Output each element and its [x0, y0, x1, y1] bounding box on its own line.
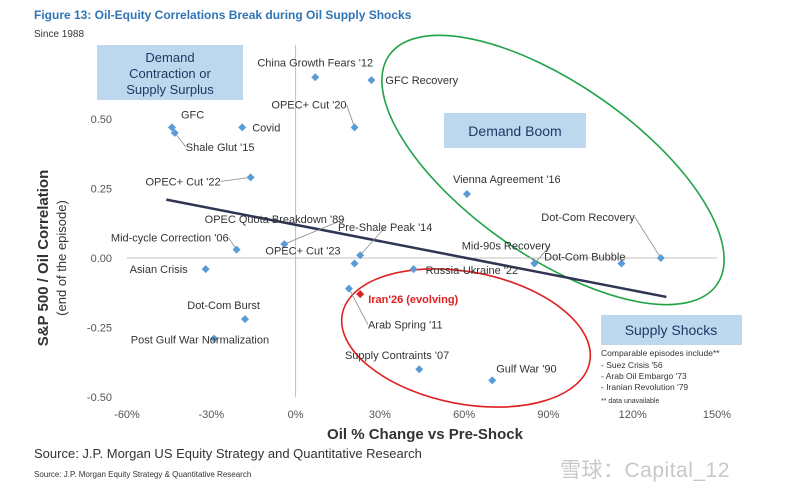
source-note-small: Source: J.P. Morgan Equity Strategy & Qu…	[34, 470, 252, 479]
label-leader-line	[284, 218, 345, 245]
comparable-item: - Suez Crisis '56	[601, 360, 663, 370]
label-leader-line	[174, 132, 187, 148]
comparable-note: ** data unavailable	[601, 398, 659, 405]
trend-line	[166, 198, 667, 299]
demand-boom-box	[444, 113, 586, 148]
x-tick-label: -60%	[114, 409, 140, 421]
y-axis-subtitle: (end of the episode)	[54, 200, 69, 316]
data-point-label: Gulf War '90	[496, 363, 556, 375]
data-point-marker	[167, 123, 176, 132]
data-point-label: Shale Glut '15	[186, 142, 255, 154]
data-point-marker	[238, 123, 247, 132]
data-point-marker	[246, 173, 255, 182]
data-point-label: Pre-Shale Peak '14	[338, 222, 432, 234]
demand-boom-ellipse	[381, 34, 725, 306]
supply-shocks-ellipse	[340, 268, 592, 408]
data-point-marker	[344, 284, 353, 293]
x-tick-label: 120%	[619, 409, 647, 421]
y-tick-label: 0.25	[91, 184, 112, 196]
data-point-marker	[201, 265, 210, 274]
demand-contraction-label: Demand	[145, 50, 194, 65]
demand-contraction-box	[97, 45, 243, 100]
y-tick-label: 0.50	[91, 114, 112, 126]
data-point-marker	[367, 76, 376, 85]
data-point-label: Iran'26 (evolving)	[368, 294, 458, 306]
x-tick-label: 90%	[537, 409, 559, 421]
data-point-marker	[311, 73, 320, 82]
comparable-title: Comparable episodes include**	[601, 348, 720, 358]
watermark: 雪球：Capital_12	[560, 459, 730, 482]
source-note: Source: J.P. Morgan US Equity Strategy a…	[34, 446, 422, 461]
data-point-label: OPEC Quota Breakdown '89	[205, 214, 345, 226]
data-point-marker	[488, 376, 497, 385]
data-point-marker	[232, 245, 241, 254]
x-tick-label: 150%	[703, 409, 731, 421]
y-axis-title: S&P 500 / Oil Correlation	[35, 170, 52, 346]
data-point-label: Asian Crisis	[130, 264, 189, 276]
label-leader-line	[534, 245, 551, 264]
label-leader-line	[348, 288, 369, 325]
data-point-label: GFC	[181, 109, 204, 121]
data-point-label: Mid-90s Recovery	[462, 241, 551, 253]
data-point-label: OPEC+ Cut '20	[271, 99, 346, 111]
data-point-marker	[530, 259, 539, 268]
data-point-label: China Growth Fears '12	[257, 57, 373, 69]
data-point-label: Dot-Com Burst	[187, 300, 260, 312]
data-point-marker	[241, 315, 249, 324]
demand-boom-label: Demand Boom	[468, 123, 561, 139]
data-point-marker	[210, 334, 219, 343]
demand-contraction-label: Supply Surplus	[126, 82, 214, 97]
demand-contraction-label: Contraction or	[129, 66, 211, 81]
data-point-label: Covid	[252, 122, 280, 134]
highlight-marker	[356, 290, 365, 299]
y-tick-label: -0.25	[87, 323, 112, 335]
y-tick-label: -0.50	[87, 392, 112, 404]
y-tick-label: 0.00	[91, 253, 112, 265]
data-point-label: Post Gulf War Normalization	[131, 335, 269, 347]
data-point-label: Mid-cycle Correction '06	[111, 233, 229, 245]
data-point-label: Supply Contraints '07	[345, 350, 449, 362]
x-tick-label: 30%	[369, 409, 391, 421]
data-point-label: Russia-Ukraine '22	[426, 265, 519, 277]
data-point-marker	[656, 254, 665, 262]
label-leader-line	[346, 104, 355, 128]
data-point-marker	[356, 251, 365, 260]
x-tick-label: 0%	[288, 409, 304, 421]
x-tick-label: -30%	[198, 409, 224, 421]
data-point-label: Arab Spring '11	[368, 320, 443, 332]
data-point-marker	[617, 259, 626, 268]
supply-shocks-label: Supply Shocks	[625, 322, 718, 338]
x-tick-label: 60%	[453, 409, 475, 421]
data-point-marker	[409, 265, 418, 274]
label-leader-line	[634, 216, 662, 259]
label-leader-line	[359, 226, 386, 256]
data-point-label: Dot-Com Recovery	[541, 212, 635, 224]
figure-subtitle: Since 1988	[34, 29, 85, 40]
data-point-label: OPEC+ Cut '22	[145, 176, 220, 188]
data-point-marker	[415, 365, 424, 374]
label-leader-line	[220, 176, 251, 182]
data-point-label: Dot-Com Bubble	[544, 252, 625, 264]
comparable-item: - Iranian Revolution '79	[601, 382, 688, 392]
data-point-marker	[350, 259, 359, 268]
data-point-label: OPEC+ Cut '23	[265, 246, 340, 258]
data-point-marker	[350, 123, 359, 132]
figure-title: Figure 13: Oil-Equity Correlations Break…	[34, 8, 412, 22]
data-point-marker	[280, 240, 289, 249]
data-point-label: GFC Recovery	[385, 75, 458, 87]
x-axis-title: Oil % Change vs Pre-Shock	[327, 426, 524, 443]
supply-shocks-box	[601, 315, 742, 345]
comparable-item: - Arab Oil Embargo '73	[601, 371, 687, 381]
data-point-marker	[462, 190, 471, 199]
data-point-label: Vienna Agreement '16	[453, 174, 561, 186]
data-point-marker	[170, 128, 179, 137]
